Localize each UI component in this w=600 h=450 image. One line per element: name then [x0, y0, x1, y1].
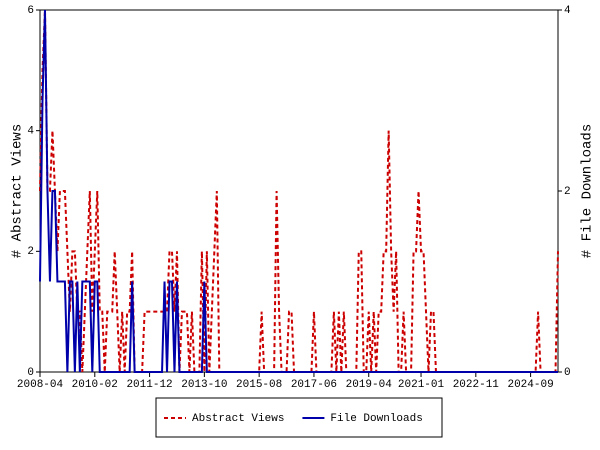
y2-axis-title: # File Downloads: [580, 124, 596, 258]
x-tick-label: 2021-01: [398, 379, 445, 391]
x-tick-label: 2008-04: [17, 379, 64, 391]
legend-label: Abstract Views: [192, 413, 284, 425]
x-tick-label: 2017-06: [291, 379, 337, 391]
y-tick-label: 2: [27, 246, 34, 258]
series-line: [39, 9, 558, 373]
legend-box: [155, 397, 443, 438]
y2-tick-label: 4: [564, 5, 571, 17]
y-tick-label: 0: [27, 367, 34, 379]
x-tick-label: 2022-11: [453, 379, 500, 391]
legend-label: File Downloads: [330, 413, 422, 425]
x-tick-label: 2019-04: [346, 379, 393, 391]
x-tick-label: 2024-09: [507, 379, 553, 391]
y2-tick-label: 2: [564, 186, 571, 198]
y-tick-label: 4: [27, 126, 34, 138]
x-tick-label: 2010-02: [72, 379, 118, 391]
x-tick-label: 2015-08: [236, 379, 282, 391]
x-tick-label: 2013-10: [181, 379, 227, 391]
x-tick-label: 2011-12: [126, 379, 172, 391]
y2-tick-label: 0: [564, 367, 571, 379]
y-axis-title: # Abstract Views: [10, 124, 26, 258]
y-tick-label: 6: [27, 5, 34, 17]
